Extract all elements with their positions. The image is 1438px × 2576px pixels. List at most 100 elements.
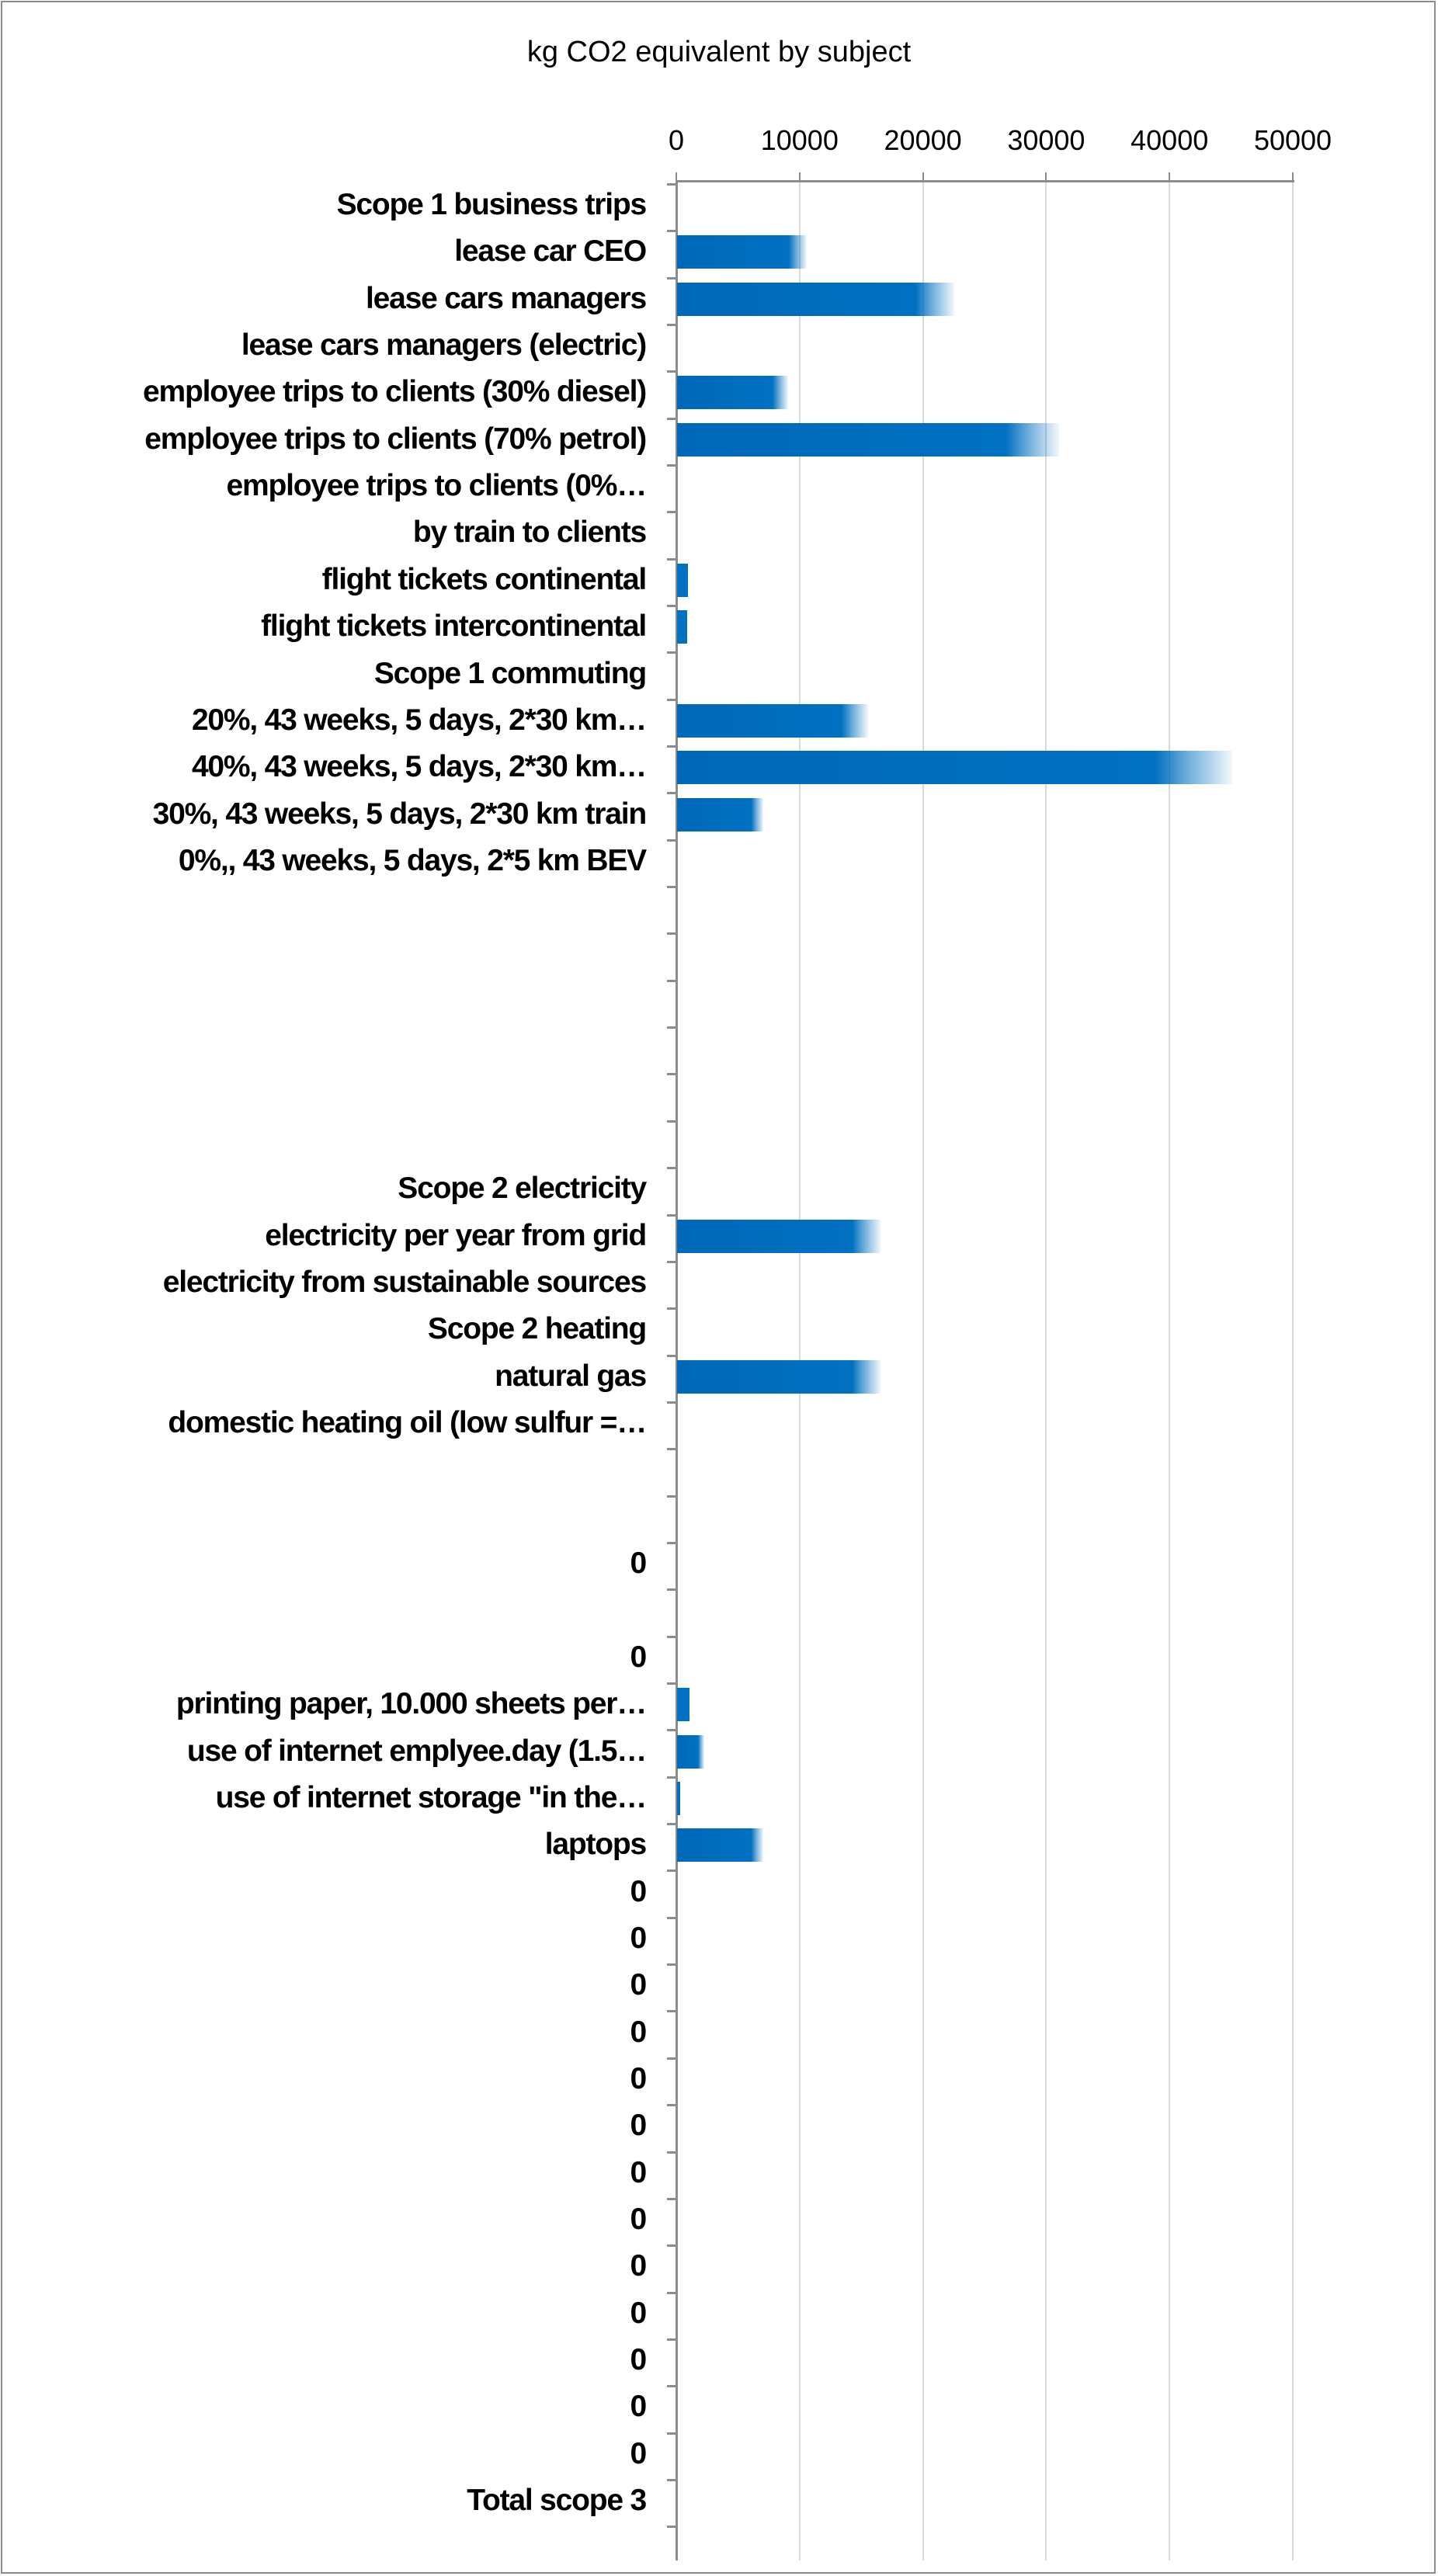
x-axis-line [676, 180, 1294, 182]
y-tick-mark [667, 1870, 676, 1873]
y-tick-mark [667, 511, 676, 514]
x-tick-mark [676, 172, 677, 181]
category-label: employee trips to clients (70% petrol) [144, 422, 647, 456]
y-tick-mark [667, 698, 676, 701]
category-label: natural gas [495, 1359, 647, 1393]
y-tick-mark [667, 932, 676, 936]
y-tick-mark [667, 1682, 676, 1686]
category-label: 0 [630, 2062, 648, 2095]
category-label: 0 [630, 2436, 648, 2470]
category-label: employee trips to clients (30% diesel) [143, 375, 647, 409]
x-tick-label: 10000 [760, 124, 839, 156]
bar [677, 1734, 704, 1769]
category-label: 20%, 43 weeks, 5 days, 2*30 km… [191, 703, 647, 737]
category-label: Scope 1 business trips [336, 188, 648, 221]
y-tick-mark [667, 1026, 676, 1029]
bar [677, 282, 955, 316]
bar [677, 235, 807, 269]
y-tick-mark [667, 604, 676, 607]
x-tick-label: 30000 [1007, 124, 1085, 156]
y-tick-mark [667, 2151, 676, 2154]
y-tick-mark [667, 417, 676, 420]
category-label: electricity per year from grid [265, 1218, 647, 1252]
y-tick-mark [667, 2057, 676, 2060]
y-tick-mark [667, 1073, 676, 1076]
category-label: Total scope 3 [467, 2484, 647, 2518]
y-tick-mark [667, 2197, 676, 2200]
gridline [1045, 181, 1047, 2560]
category-label: 0 [630, 2390, 648, 2424]
y-tick-mark [667, 1401, 676, 1404]
category-label: 0%,, 43 weeks, 5 days, 2*5 km BEV [178, 843, 647, 877]
category-label: flight tickets intercontinental [261, 609, 647, 644]
gridline [1169, 181, 1171, 2560]
y-tick-mark [667, 323, 676, 326]
y-tick-mark [667, 1916, 676, 1919]
bar [677, 563, 689, 597]
y-tick-mark [667, 2385, 676, 2388]
category-label: Scope 1 commuting [373, 656, 647, 690]
y-tick-mark [667, 1776, 676, 1779]
y-tick-mark [667, 2526, 676, 2529]
x-tick-mark [922, 172, 924, 181]
bar [677, 1781, 680, 1815]
bar [677, 1219, 881, 1253]
bar [677, 1359, 881, 1394]
category-label: 0 [630, 2155, 648, 2189]
category-label: by train to clients [412, 516, 647, 550]
y-tick-mark [667, 463, 676, 467]
category-label: 0 [630, 1921, 648, 1955]
category-label: electricity from sustainable sources [162, 1265, 647, 1300]
y-tick-mark [667, 2244, 676, 2248]
y-tick-mark [667, 230, 676, 233]
x-tick-label: 0 [668, 124, 685, 156]
y-tick-mark [667, 1588, 676, 1592]
category-label: 0 [630, 1968, 648, 2002]
category-label: laptops [544, 1828, 647, 1862]
y-tick-mark [667, 1448, 676, 1451]
category-label: printing paper, 10.000 sheets per… [175, 1687, 647, 1721]
category-label: 0 [630, 1547, 648, 1581]
y-tick-mark [667, 1307, 676, 1311]
y-tick-mark [667, 2338, 676, 2341]
category-label: lease cars managers [366, 281, 647, 315]
category-label: 0 [630, 1640, 648, 1674]
x-tick-mark [798, 172, 801, 181]
category-label: 0 [630, 2296, 648, 2330]
y-tick-mark [667, 1120, 676, 1123]
y-tick-mark [667, 838, 676, 842]
y-tick-mark [667, 1635, 676, 1638]
y-tick-mark [667, 1354, 676, 1357]
category-label: Scope 2 heating [427, 1312, 647, 1346]
category-label: use of internet emplyee.day (1.5… [186, 1734, 647, 1768]
y-tick-mark [667, 651, 676, 654]
x-tick-label: 40000 [1131, 124, 1209, 156]
bar [677, 422, 1060, 457]
y-tick-mark [667, 1167, 676, 1170]
y-tick-mark [667, 1260, 676, 1263]
y-tick-mark [667, 886, 676, 889]
y-tick-mark [667, 1823, 676, 1826]
y-tick-mark [667, 2104, 676, 2107]
category-label: use of internet storage "in the… [215, 1780, 648, 1814]
bar [677, 376, 788, 410]
category-label: 30%, 43 weeks, 5 days, 2*30 km train [152, 797, 648, 831]
x-tick-label: 20000 [884, 124, 962, 156]
category-label: 0 [630, 2249, 648, 2283]
category-label: 0 [630, 1874, 648, 1908]
x-tick-mark [1045, 172, 1047, 181]
bar [677, 797, 764, 831]
y-tick-mark [667, 276, 676, 279]
y-tick-mark [667, 370, 676, 373]
y-tick-mark [667, 1495, 676, 1498]
y-tick-mark [667, 2478, 676, 2481]
y-tick-mark [667, 1541, 676, 1544]
y-tick-mark [667, 1963, 676, 1967]
x-tick-mark [1169, 172, 1171, 181]
bar [677, 610, 687, 644]
gridline [922, 181, 924, 2560]
y-tick-mark [667, 745, 676, 748]
y-tick-mark [667, 792, 676, 795]
bar [677, 703, 869, 738]
y-tick-mark [667, 2291, 676, 2294]
